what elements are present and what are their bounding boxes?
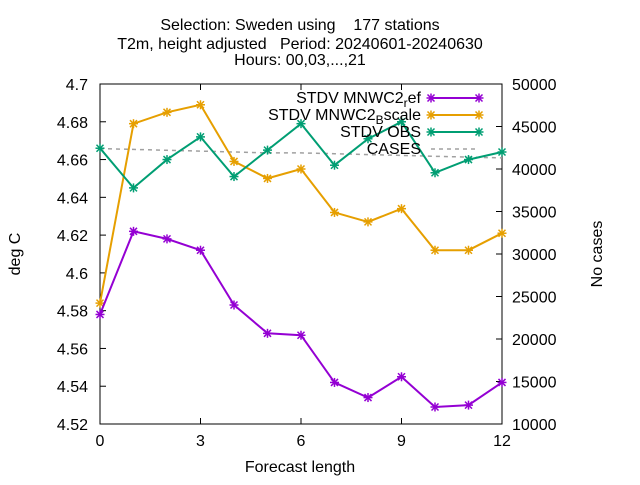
series-line bbox=[99, 147, 503, 159]
data-point bbox=[330, 207, 339, 217]
y-tick-label: 4.54 bbox=[57, 379, 88, 396]
data-point bbox=[430, 245, 440, 255]
data-point bbox=[497, 377, 507, 387]
data-point bbox=[464, 400, 473, 410]
x-tick-label: 3 bbox=[196, 433, 205, 450]
title-line-1: Selection: Sweden using 177 stations bbox=[160, 17, 439, 34]
y-tick-label: 4.56 bbox=[57, 341, 88, 358]
data-point bbox=[129, 183, 138, 193]
data-point bbox=[263, 145, 272, 155]
data-point bbox=[196, 100, 205, 110]
data-point bbox=[95, 298, 105, 308]
data-point bbox=[397, 372, 406, 382]
legend-label: STDV OBS bbox=[340, 124, 421, 141]
series-cases bbox=[99, 147, 503, 159]
y2-tick-label: 25000 bbox=[512, 290, 557, 307]
legend-label: STDV MNWC2ref bbox=[296, 90, 421, 110]
y2-axis-label: No cases bbox=[589, 221, 606, 288]
series-stdv-mnwc2-ref bbox=[95, 226, 507, 412]
data-point bbox=[162, 107, 172, 117]
data-point bbox=[497, 228, 507, 238]
y-tick-label: 4.64 bbox=[57, 190, 88, 207]
y2-tick-label: 20000 bbox=[512, 332, 557, 349]
data-point bbox=[464, 245, 473, 255]
y-axis-label: deg C bbox=[7, 233, 24, 276]
data-point bbox=[229, 156, 239, 166]
y-tick-label: 4.58 bbox=[57, 304, 88, 321]
plot-border bbox=[99, 83, 503, 425]
data-point bbox=[430, 402, 440, 412]
y-tick-label: 4.6 bbox=[66, 266, 88, 283]
plot-area bbox=[99, 83, 503, 425]
series-line bbox=[99, 230, 503, 409]
data-point bbox=[162, 155, 172, 165]
data-point bbox=[229, 300, 239, 310]
series-stdv-mnwc2-bscale bbox=[95, 100, 507, 308]
data-point bbox=[229, 172, 239, 182]
data-point bbox=[330, 160, 339, 170]
x-tick-label: 9 bbox=[397, 433, 406, 450]
data-point bbox=[474, 93, 484, 103]
x-axis-label: Forecast length bbox=[245, 459, 355, 476]
data-point bbox=[363, 217, 373, 227]
y-tick-label: 4.7 bbox=[66, 77, 88, 94]
data-point bbox=[397, 204, 406, 214]
data-point bbox=[426, 127, 436, 137]
data-point bbox=[263, 328, 272, 338]
legend-entry: STDV MNWC2ref bbox=[296, 90, 484, 110]
series-line bbox=[99, 103, 503, 304]
y2-tick-label: 30000 bbox=[512, 247, 557, 264]
data-point bbox=[129, 226, 138, 236]
series-stdv-obs bbox=[95, 117, 507, 193]
data-point bbox=[474, 127, 484, 137]
data-point bbox=[95, 143, 105, 153]
data-point bbox=[196, 132, 205, 142]
y2-tick-label: 50000 bbox=[512, 77, 557, 94]
data-point bbox=[162, 234, 172, 244]
y-tick-label: 4.68 bbox=[57, 115, 88, 132]
data-point bbox=[363, 134, 373, 144]
data-point bbox=[263, 173, 272, 183]
data-point bbox=[95, 309, 105, 319]
data-point bbox=[330, 377, 339, 387]
legend-entry: STDV OBS bbox=[340, 124, 484, 141]
data-point bbox=[474, 110, 484, 120]
y2-tick-label: 10000 bbox=[512, 417, 557, 434]
y2-tick-label: 45000 bbox=[512, 120, 557, 137]
x-tick-label: 0 bbox=[96, 433, 105, 450]
axis-ticks: 4.52 4.54 4.56 4.58 4.6 4.62 4.64 4.66 4.68 4.7 10… bbox=[57, 77, 557, 450]
y2-tick-label: 15000 bbox=[512, 375, 557, 392]
y-tick-label: 4.62 bbox=[57, 228, 88, 245]
legend-label: CASES bbox=[367, 141, 421, 158]
chart-title: Selection: Sweden using 177 stations T2m… bbox=[117, 17, 483, 69]
data-point bbox=[497, 147, 507, 157]
data-point bbox=[129, 119, 138, 129]
x-tick-label: 12 bbox=[493, 433, 511, 450]
data-point bbox=[296, 330, 306, 340]
title-line-3: Hours: 00,03,...,21 bbox=[234, 52, 366, 69]
data-point bbox=[363, 393, 373, 403]
legend-entry: STDV MNWC2Bscale bbox=[268, 107, 484, 127]
y2-tick-label: 40000 bbox=[512, 162, 557, 179]
title-line-2: T2m, height adjusted Period: 20240601-20… bbox=[117, 36, 483, 53]
legend-label: STDV MNWC2Bscale bbox=[268, 107, 421, 127]
data-point bbox=[296, 119, 306, 129]
x-tick-label: 6 bbox=[297, 433, 306, 450]
series-layer bbox=[95, 100, 507, 412]
y-tick-label: 4.66 bbox=[57, 153, 88, 170]
data-point bbox=[426, 93, 436, 103]
legend-entry: CASES bbox=[367, 141, 479, 158]
data-point bbox=[196, 245, 205, 255]
data-point bbox=[296, 164, 306, 174]
data-point bbox=[430, 168, 440, 178]
y2-tick-label: 35000 bbox=[512, 205, 557, 222]
data-point bbox=[426, 110, 436, 120]
data-point bbox=[397, 117, 406, 127]
y-tick-label: 4.52 bbox=[57, 417, 88, 434]
data-point bbox=[464, 155, 473, 165]
